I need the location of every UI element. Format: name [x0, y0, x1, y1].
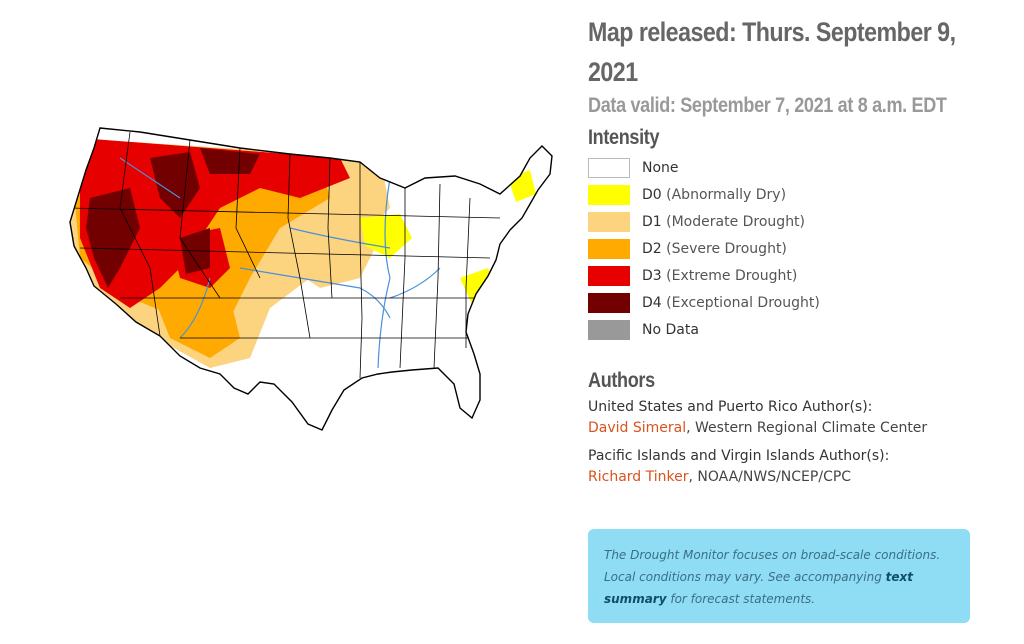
d0-region-midwest	[360, 214, 412, 258]
conditions-note: The Drought Monitor focuses on broad-sca…	[588, 529, 970, 623]
legend-swatch	[588, 319, 630, 340]
legend-label: D3 (Extreme Drought)	[642, 268, 797, 284]
legend-code: D2	[642, 240, 662, 257]
legend-swatch	[588, 238, 630, 259]
d4-region-nv-ut	[150, 152, 200, 218]
authors-heading: Authors	[588, 369, 655, 392]
us-pr-author-line: David Simeral, Western Regional Climate …	[588, 420, 988, 436]
us-pr-author-org: , Western Regional Climate Center	[686, 420, 928, 436]
legend-row: D2 (Severe Drought)	[588, 235, 988, 262]
legend-label: No Data	[642, 322, 699, 338]
legend-swatch	[588, 184, 630, 205]
legend-swatch	[588, 265, 630, 286]
legend-label: D2 (Severe Drought)	[642, 241, 787, 257]
author-link-david-simeral[interactable]: David Simeral	[588, 420, 687, 436]
d4-region-ca	[86, 188, 140, 288]
note-text-after: for forecast statements.	[666, 592, 816, 606]
intensity-heading: Intensity	[588, 126, 660, 149]
legend-row: D4 (Exceptional Drought)	[588, 289, 988, 316]
legend-row: D3 (Extreme Drought)	[588, 262, 988, 289]
data-valid-subtitle: Data valid: September 7, 2021 at 8 a.m. …	[588, 94, 947, 117]
legend-swatch	[588, 211, 630, 232]
pi-vi-authors-label: Pacific Islands and Virgin Islands Autho…	[588, 448, 890, 464]
d4-region-mt	[200, 148, 260, 174]
d2-region-sw	[150, 288, 240, 358]
legend-desc: (Exceptional Drought)	[666, 294, 820, 311]
pi-vi-author-org: , NOAA/NWS/NCEP/CPC	[688, 469, 852, 485]
legend-desc: (Abnormally Dry)	[666, 186, 787, 203]
drought-map-svg	[69, 127, 553, 431]
legend-code: No Data	[642, 321, 699, 338]
d3-region-nw	[80, 138, 350, 308]
legend-code: D1	[642, 213, 662, 230]
note-text-before: The Drought Monitor focuses on broad-sca…	[604, 548, 941, 584]
rivers	[119, 157, 441, 369]
legend-label: None	[642, 160, 679, 176]
legend-desc: (Extreme Drought)	[666, 267, 798, 284]
drought-layers	[70, 131, 536, 379]
us-pr-authors-label: United States and Puerto Rico Author(s):	[588, 399, 873, 415]
intensity-legend: None D0 (Abnormally Dry) D1 (Moderate Drou…	[588, 154, 988, 343]
legend-desc: (Severe Drought)	[666, 240, 787, 257]
legend-label: D0 (Abnormally Dry)	[642, 187, 786, 203]
legend-code: D0	[642, 186, 662, 203]
legend-row: D1 (Moderate Drought)	[588, 208, 988, 235]
legend-code: D4	[642, 294, 662, 311]
legend-code: D3	[642, 267, 662, 284]
author-link-richard-tinker[interactable]: Richard Tinker	[588, 469, 689, 485]
legend-swatch	[588, 157, 630, 178]
legend-code: None	[642, 159, 679, 176]
text-summary-link[interactable]: text summary	[604, 570, 914, 606]
map-released-title: Map released: Thurs. September 9, 2021	[588, 17, 956, 87]
legend-label: D4 (Exceptional Drought)	[642, 295, 820, 311]
us-outline	[69, 127, 553, 431]
legend-swatch	[588, 292, 630, 313]
pi-vi-author-line: Richard Tinker, NOAA/NWS/NCEP/CPC	[588, 469, 988, 485]
legend-row: No Data	[588, 316, 988, 343]
d1-region-plains	[290, 208, 380, 288]
state-borders	[70, 131, 501, 379]
legend-row: None	[588, 154, 988, 181]
legend-desc: (Moderate Drought)	[666, 213, 806, 230]
drought-map[interactable]	[60, 118, 580, 438]
legend-row: D0 (Abnormally Dry)	[588, 181, 988, 208]
legend-label: D1 (Moderate Drought)	[642, 214, 805, 230]
info-panel: Map released: Thurs. September 9, 2021 D…	[588, 12, 988, 485]
